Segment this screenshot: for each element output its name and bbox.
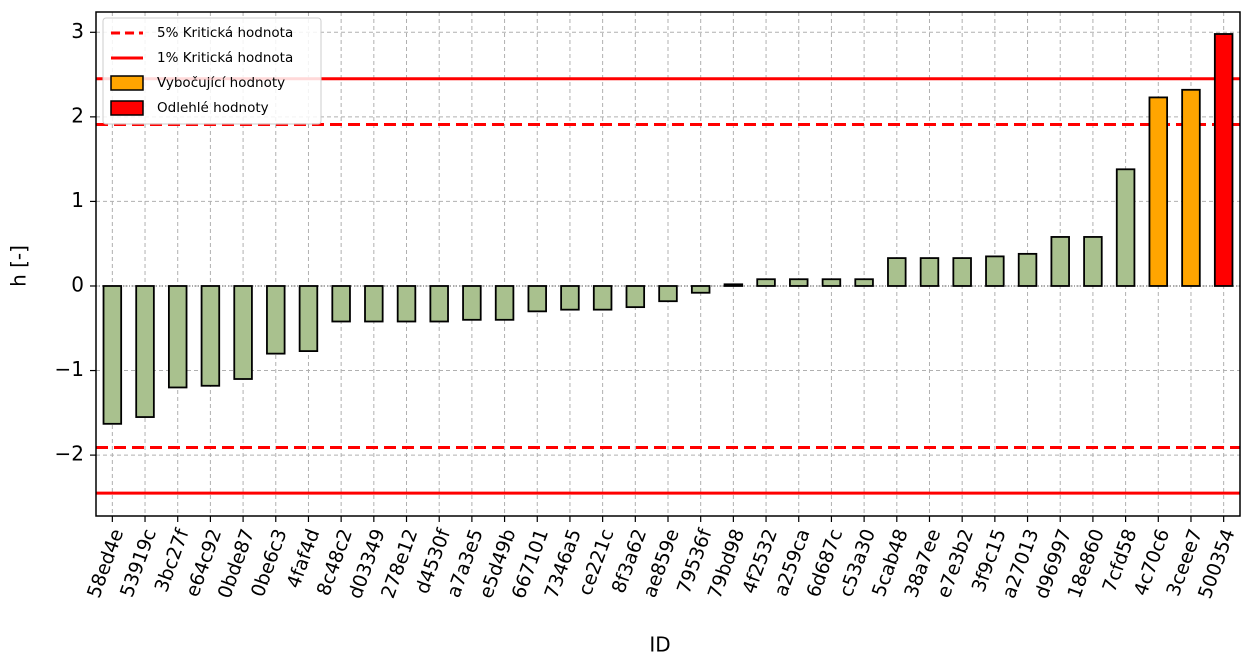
bar	[1181, 88, 1201, 287]
bar	[102, 285, 123, 425]
bar	[592, 285, 613, 311]
bar	[690, 285, 711, 294]
bar	[429, 285, 449, 323]
bar	[527, 285, 547, 313]
bar	[985, 255, 1005, 287]
legend-box	[102, 17, 322, 125]
bar	[560, 285, 580, 311]
bar	[1050, 236, 1070, 287]
y-tick-label: 0	[71, 272, 84, 296]
x-axis-label: ID	[649, 633, 670, 657]
bar	[887, 257, 907, 287]
bar	[1115, 168, 1136, 287]
bar	[919, 257, 940, 287]
y-tick-label: 3	[71, 19, 84, 43]
legend-label: 1% Kritická hodnota	[157, 50, 293, 66]
bar	[135, 285, 155, 418]
bar	[167, 285, 188, 389]
plot-frame	[95, 11, 1241, 517]
bar	[854, 278, 874, 287]
bar	[789, 278, 809, 287]
y-axis-label: h [-]	[7, 245, 31, 287]
legend-label: Odlehlé hodnoty	[157, 100, 269, 116]
legend: 5% Kritická hodnota 1% Kritická hodnota Vy…	[102, 17, 322, 125]
bar	[756, 278, 776, 287]
bar	[658, 285, 678, 303]
bar	[723, 283, 744, 287]
bar	[364, 285, 384, 323]
legend-label: 5% Kritická hodnota	[157, 25, 293, 41]
legend-patch	[110, 75, 144, 91]
bar	[1017, 252, 1038, 287]
bar	[1148, 96, 1169, 287]
bar	[200, 285, 221, 387]
bar	[266, 285, 286, 355]
bar	[1213, 33, 1234, 287]
y-tick-label: −2	[55, 442, 84, 466]
bar	[396, 285, 417, 323]
bar	[462, 285, 482, 321]
y-tick-label: 1	[71, 188, 84, 212]
legend-patch	[110, 100, 144, 116]
bar	[233, 285, 253, 380]
bar	[821, 278, 842, 287]
legend-label: Vybočující hodnoty	[157, 75, 285, 91]
bar	[625, 285, 646, 309]
bar	[298, 285, 319, 353]
bar	[331, 285, 351, 323]
y-tick-label: 2	[71, 103, 84, 127]
y-tick-label: −1	[55, 357, 84, 381]
bar	[494, 285, 515, 321]
bar	[1083, 236, 1103, 287]
bar	[952, 257, 972, 287]
